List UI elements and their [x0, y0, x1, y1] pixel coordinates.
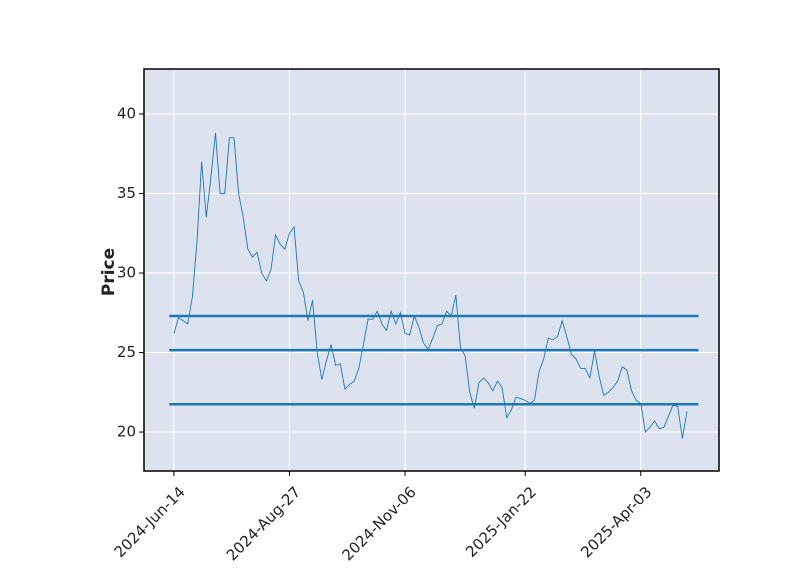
y-tick-label: 40 — [117, 105, 136, 123]
y-axis-label: Price — [99, 248, 119, 296]
x-tick-label: 2025-Jan-22 — [462, 483, 540, 561]
x-tick-label: 2025-Apr-03 — [577, 483, 655, 561]
plot-area — [144, 69, 719, 471]
y-tick-label: 35 — [117, 184, 136, 202]
y-tick-label: 30 — [117, 264, 136, 282]
marks — [169, 133, 699, 439]
x-tick-label: 2024-Nov-06 — [338, 483, 419, 564]
plot-frame — [143, 68, 720, 472]
y-tick-label: 20 — [117, 423, 136, 441]
x-tick-label: 2024-Jun-14 — [111, 483, 189, 561]
price-line — [173, 133, 688, 439]
y-tick-label: 25 — [117, 343, 136, 361]
x-tick-label: 2024-Aug-27 — [223, 483, 304, 564]
grid — [144, 69, 719, 471]
